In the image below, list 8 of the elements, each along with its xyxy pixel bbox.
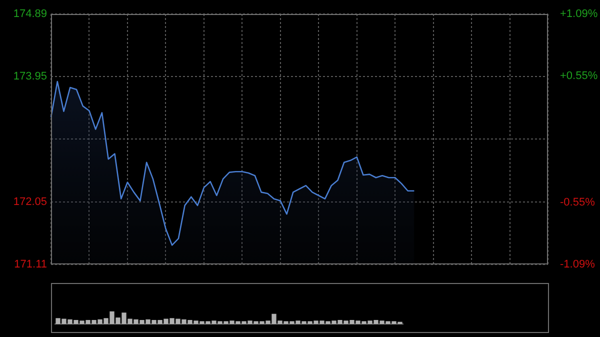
y2-tick-label: -0.55%: [560, 196, 596, 208]
y-tick-label: 171.11: [14, 258, 47, 270]
y-tick-label: 172.05: [13, 196, 47, 208]
y2-tick-label: +0.55%: [560, 70, 598, 82]
y2-tick-label: -1.09%: [560, 258, 596, 270]
y-tick-label: 173.95: [13, 70, 47, 82]
y-tick-label: 174.89: [13, 8, 47, 20]
y2-tick-label: +1.09%: [560, 8, 598, 20]
